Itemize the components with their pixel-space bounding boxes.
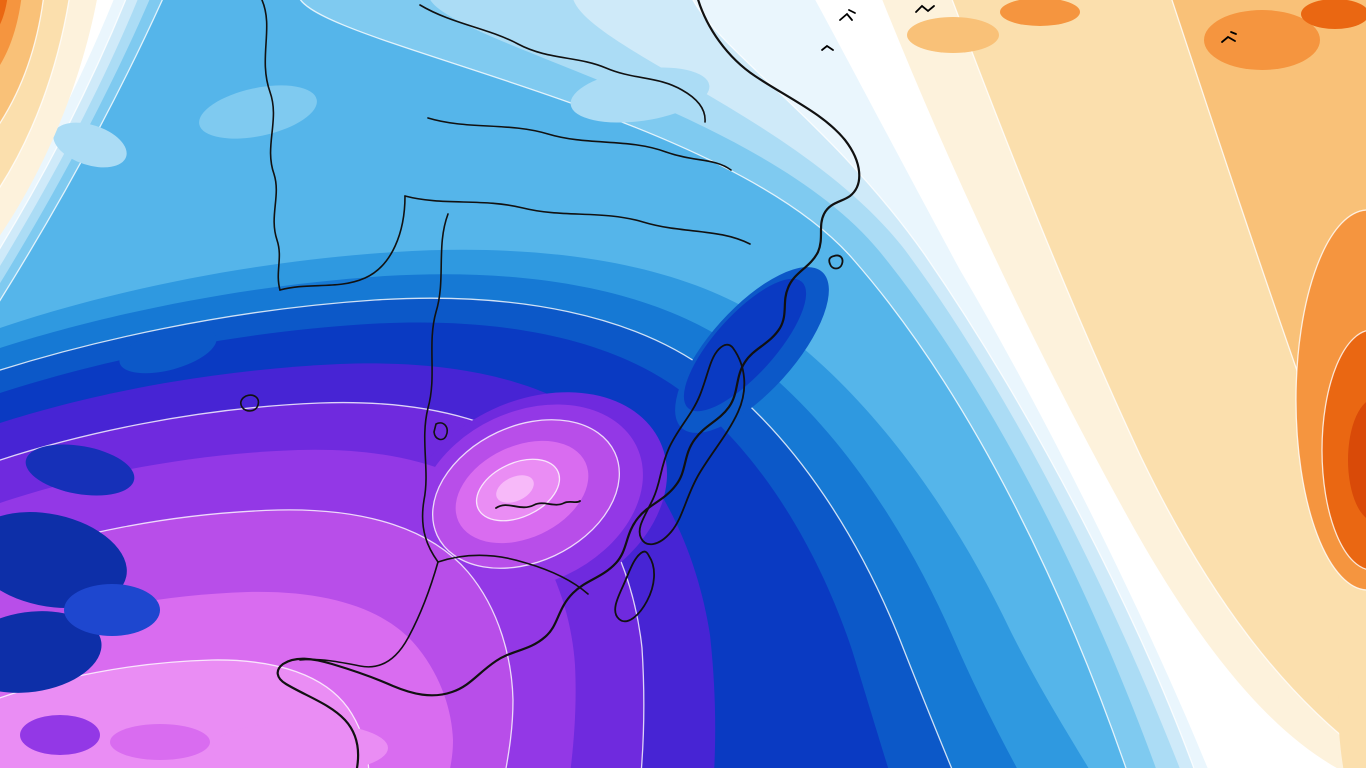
geography-lines [239,0,861,768]
warm-red-core [1348,402,1366,518]
light-patch-left [53,122,127,168]
blue-patch-upper-left [119,326,217,374]
warm-tan-strip-bottom-right [1338,573,1366,768]
salto-reservoir [433,422,449,441]
small-lake-west [239,394,260,412]
warm-deep-orange-core [1321,330,1366,570]
station-mark-icon [1221,31,1237,43]
navy-patch-1 [0,512,127,608]
navy-patch-2 [0,611,102,693]
warm-spot-top-2 [1000,0,1080,26]
border-parana-santa-catarina [427,117,732,171]
river-parana [261,0,281,291]
station-mark-icon [839,9,856,21]
coastline [276,0,861,768]
blue-field-mottling [6,67,710,168]
warm-spot-top-1 [907,17,999,53]
cold-core-field [0,326,716,768]
river-uruguay-upper [421,213,449,563]
nw-band-orange [0,0,22,65]
violet-patch-corner [20,715,100,755]
navy-patch-3 [64,584,160,636]
warm-field-northwest [0,0,97,236]
rio-negro-reservoir [495,500,581,509]
border-santa-catarina-rs [404,195,751,245]
warm-field-east [882,0,1366,768]
pink-patch-bottom [212,722,388,768]
cyan-patch-top-center [570,67,710,123]
coastal-deep-blue-core [683,278,807,412]
river-uruguay-lower [299,561,439,668]
magenta-patch-bottom [110,724,210,760]
lagoa-mirim [614,550,655,623]
border-uruguay-north [437,554,589,595]
station-mark-icon [821,44,834,51]
pink-core [496,475,534,503]
station-mark-icon [915,4,935,13]
lagoa-dos-patos [638,343,746,546]
light-patch-top-left [199,85,317,139]
navy-patch-4 [25,444,135,496]
station-marks [821,4,1237,51]
nw-band-deep-orange [0,0,8,25]
border-parana-north [419,4,706,123]
coastal-island [828,254,844,270]
warm-spot-top-right [1204,10,1320,70]
border-misiones-wedge [279,195,406,291]
warm-spot-corner [1301,0,1366,29]
